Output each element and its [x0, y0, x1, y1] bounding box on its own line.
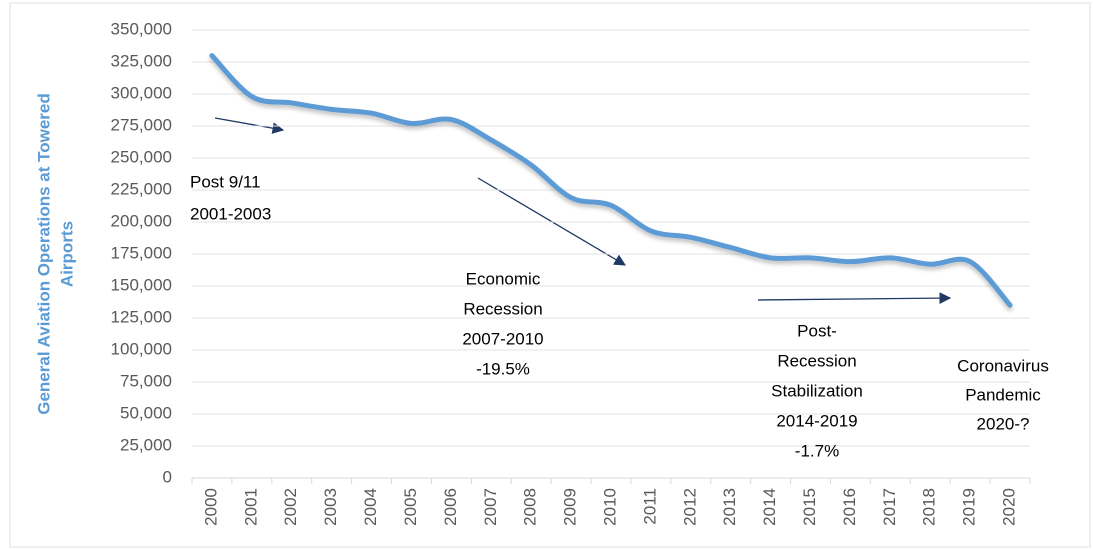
arrow — [214, 117, 285, 134]
x-tick-label: 2014 — [760, 488, 779, 526]
x-tick-label: 2010 — [600, 488, 619, 526]
x-tick-label: 2012 — [680, 488, 699, 526]
x-tick-label: 2016 — [840, 488, 859, 526]
x-tick-label: 2003 — [321, 488, 340, 526]
y-tick-label: 125,000 — [111, 307, 172, 326]
x-tick-label: 2011 — [640, 488, 659, 525]
y-axis-label: Airports — [57, 221, 76, 287]
annotation: 2001-2003 — [190, 204, 271, 223]
y-tick-label: 75,000 — [120, 371, 172, 390]
y-tick-label: 325,000 — [111, 51, 172, 70]
x-tick-label: 2009 — [561, 488, 580, 526]
x-tick-label: 2015 — [800, 488, 819, 526]
annotation: Pandemic — [965, 385, 1041, 404]
y-tick-label: 350,000 — [111, 19, 172, 38]
annotation: 2014-2019 — [776, 411, 857, 430]
x-tick-label: 2018 — [920, 488, 939, 526]
annotation: 2007-2010 — [462, 329, 543, 348]
y-tick-label: 275,000 — [111, 115, 172, 134]
x-tick-label: 2000 — [201, 488, 220, 526]
annotation: Recession — [463, 299, 542, 318]
annotation: Economic — [466, 269, 541, 288]
y-tick-label: 200,000 — [111, 211, 172, 230]
x-tick-label: 2001 — [241, 488, 260, 526]
annotation: Coronavirus — [957, 356, 1049, 375]
x-tick-label: 2020 — [1000, 488, 1019, 526]
annotation-arrows — [214, 117, 952, 304]
annotation: Recession — [777, 351, 856, 370]
arrow — [757, 292, 952, 304]
y-tick-label: 150,000 — [111, 275, 172, 294]
x-tick-label: 2017 — [880, 488, 899, 526]
x-tick-label: 2005 — [401, 488, 420, 526]
line-series — [209, 53, 1013, 308]
x-tick-label: 2004 — [361, 488, 380, 526]
x-tick-label: 2007 — [481, 488, 500, 526]
y-tick-label: 100,000 — [111, 339, 172, 358]
y-axis-label: General Aviation Operations at Towered — [34, 93, 53, 415]
x-tick-label: 2008 — [521, 488, 540, 526]
x-tick-label: 2013 — [720, 488, 739, 526]
y-tick-label: 250,000 — [111, 147, 172, 166]
chart-frame — [9, 2, 1091, 548]
annotation: Stabilization — [771, 381, 863, 400]
annotation: Post 9/11 — [190, 172, 261, 191]
annotation: 2020-? — [977, 414, 1030, 433]
x-tick-label: 2019 — [960, 488, 979, 526]
annotation: -19.5% — [476, 359, 530, 378]
y-tick-label: 25,000 — [120, 435, 172, 454]
annotation: -1.7% — [795, 441, 839, 460]
y-tick-label: 0 — [163, 467, 172, 486]
x-tick-label: 2006 — [441, 488, 460, 526]
y-tick-label: 300,000 — [111, 83, 172, 102]
y-tick-label: 225,000 — [111, 179, 172, 198]
annotation: Post- — [797, 321, 837, 340]
y-tick-label: 50,000 — [120, 403, 172, 422]
y-tick-label: 175,000 — [111, 243, 172, 262]
x-tick-label: 2002 — [281, 488, 300, 526]
